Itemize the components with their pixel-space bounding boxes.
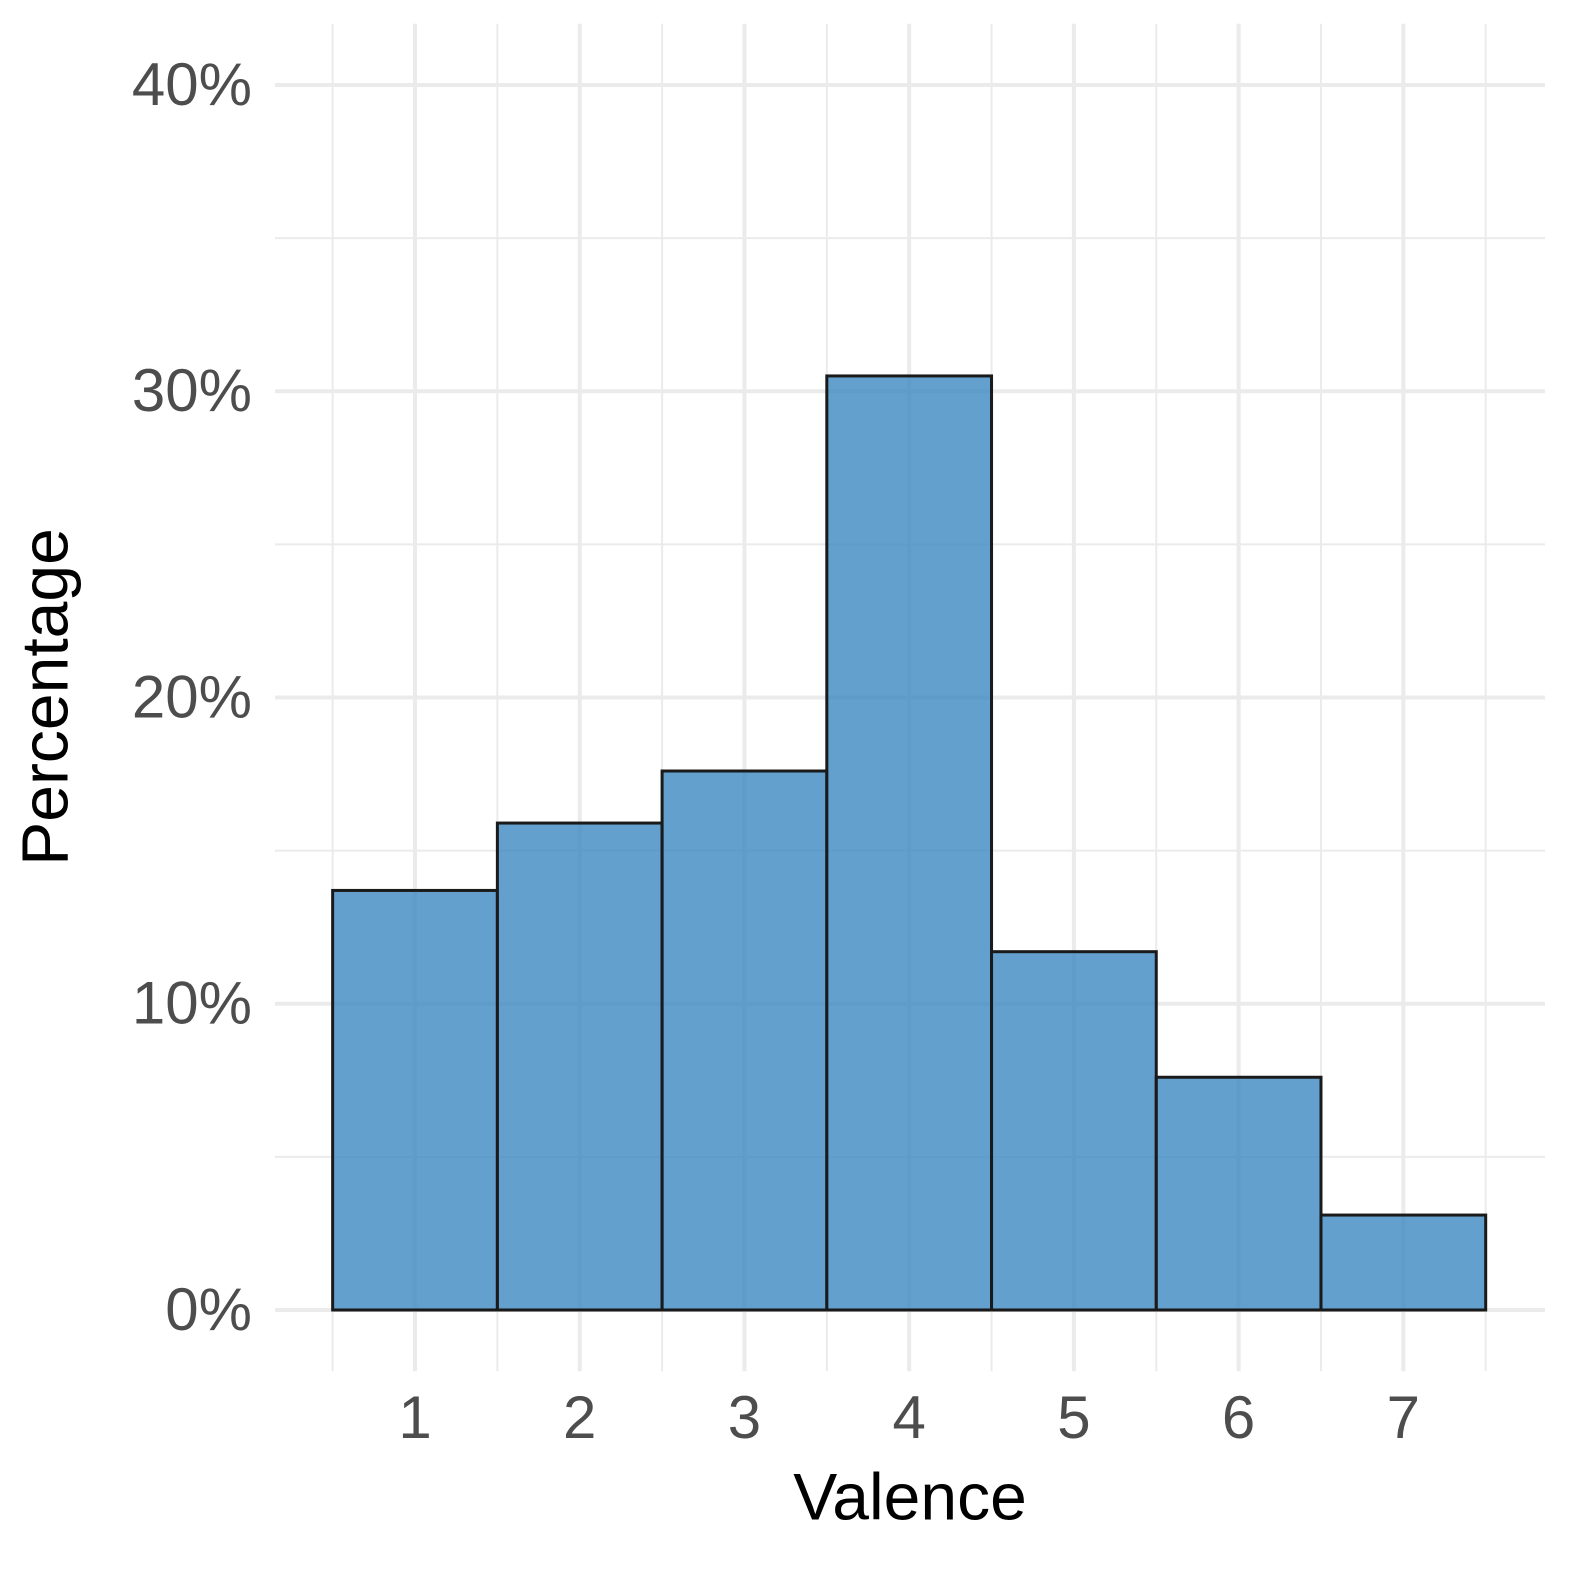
x-axis-title: Valence (793, 1459, 1027, 1533)
x-tick-label: 4 (892, 1384, 925, 1451)
y-tick-label: 0% (165, 1276, 252, 1343)
y-tick-label: 20% (132, 663, 252, 730)
x-tick-label: 2 (563, 1384, 596, 1451)
bar (660, 769, 829, 1312)
x-tick-label: 5 (1057, 1384, 1090, 1451)
bar (825, 374, 994, 1312)
x-tick-label: 1 (398, 1384, 431, 1451)
bar (331, 888, 499, 1312)
y-axis-title: Percentage (7, 528, 81, 866)
bar (1154, 1075, 1323, 1312)
bar (495, 821, 664, 1312)
bar (1319, 1213, 1488, 1312)
y-tick-label: 40% (132, 51, 252, 118)
x-tick-label: 6 (1222, 1384, 1255, 1451)
y-tick-label: 30% (132, 357, 252, 424)
x-tick-label: 3 (728, 1384, 761, 1451)
x-tick-label: 7 (1387, 1384, 1420, 1451)
y-tick-label: 10% (132, 970, 252, 1037)
bar (990, 950, 1158, 1312)
